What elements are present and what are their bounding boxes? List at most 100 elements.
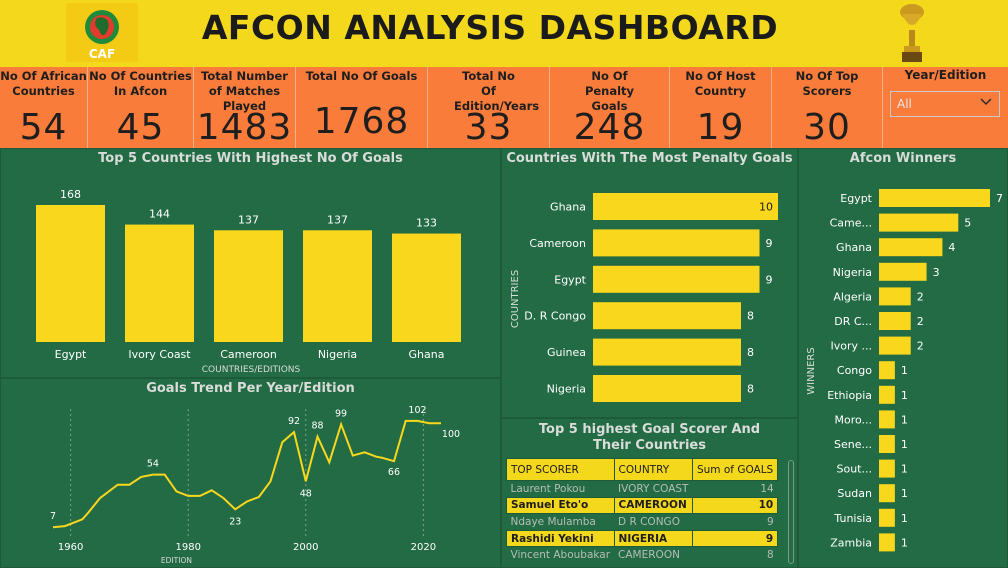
kpi-value: 33 [464, 107, 513, 148]
data-label: 1 [901, 463, 908, 476]
table-row[interactable]: Ndaye Mulamba D R CONGO 9 [507, 514, 778, 531]
bar [879, 312, 911, 330]
kpi-matches-played: Total Number of Matches Played 1483 [194, 67, 296, 148]
category-label: Nigeria [547, 383, 586, 396]
kpi-value: 19 [696, 107, 745, 148]
category-label: Cameroon [529, 237, 586, 250]
bar [879, 385, 895, 404]
column-header-country[interactable]: COUNTRY [613, 458, 693, 481]
caf-logo: CAF [66, 3, 138, 62]
top-scorers-table: TOP SCORER COUNTRY Sum of GOALS Laurent … [506, 458, 779, 564]
table-title: Top 5 highest Goal Scorer And Their Coun… [538, 422, 761, 453]
bar [879, 533, 895, 552]
category-label: Sout... [837, 463, 873, 476]
category-label: Ghana [409, 348, 445, 361]
kpi-total-goals: Total No Of Goals 1768 [296, 67, 428, 148]
kpi-penalty-goals: No Of Penalty Goals 248 [550, 67, 670, 148]
data-label: 2 [917, 290, 924, 303]
bar [879, 336, 911, 355]
data-label: 102 [408, 405, 426, 416]
bar [879, 213, 959, 232]
category-label: Egypt [55, 348, 87, 361]
category-label: Tunisia [833, 512, 872, 525]
cell-goals: 9 [767, 515, 774, 528]
category-label: Egypt [840, 192, 872, 205]
category-label: Ghana [550, 201, 586, 214]
category-label: Sudan [837, 487, 872, 500]
table-row[interactable]: Samuel Eto'o CAMEROON 10 [506, 496, 779, 515]
kpi-label: No Of African Countries [0, 69, 87, 98]
category-label: Ethiopia [827, 389, 872, 402]
data-label: 1 [901, 438, 908, 451]
table-row[interactable]: Laurent Pokou IVORY COAST 14 [507, 481, 778, 498]
cell-goals: 14 [760, 482, 774, 495]
table-row[interactable]: Vincent Aboubakar CAMEROON 8 [507, 547, 778, 564]
bar [593, 302, 741, 330]
top5-goals-chart: 168 Egypt 144 Ivory Coast 137 Cameroon 137 Nige… [36, 188, 461, 375]
bar [125, 224, 194, 342]
chevron-down-icon[interactable] [979, 95, 993, 112]
x-tick-label: 2020 [411, 542, 436, 553]
kpi-label: Total Number of Matches Played [201, 69, 288, 113]
bar [879, 459, 895, 478]
table-row[interactable]: Rashidi Yekini NIGERIA 9 [506, 529, 779, 548]
top5-goals-panel: Top 5 Countries With Highest No Of Goals… [0, 148, 501, 378]
data-label: 8 [747, 310, 754, 323]
cell-country: CAMEROON [618, 549, 680, 562]
table-scrollbar[interactable] [788, 460, 794, 564]
x-tick-label: 1980 [175, 542, 200, 553]
cell-scorer: Samuel Eto'o [506, 496, 615, 515]
x-tick-label: 1960 [58, 542, 83, 553]
category-label: Nigeria [833, 266, 872, 279]
data-label: 1 [901, 364, 908, 377]
bar [593, 375, 741, 402]
cell-goals: 8 [767, 549, 774, 562]
kpi-label: No Of Countries In Afcon [89, 69, 192, 98]
data-label: 10 [759, 201, 773, 214]
data-label: 8 [747, 346, 754, 359]
cell-goals: 9 [691, 529, 779, 548]
penalty-goals-chart: Ghana 10 Cameroon 9 Egypt 9 D. R Congo 8 Guinea 8… [510, 193, 778, 402]
category-label: Algeria [833, 290, 872, 303]
cell-country: NIGERIA [613, 529, 693, 548]
bar [879, 484, 895, 503]
data-label: 8 [747, 383, 754, 396]
penalty-goals-panel: Countries With The Most Penalty Goals Gh… [501, 148, 798, 418]
category-label: Zambia [830, 536, 872, 549]
kpi-editions: Total No Of Edition/Years 33 [428, 67, 550, 148]
data-label: 3 [933, 266, 940, 279]
chart-title: Countries With The Most Penalty Goals [506, 151, 793, 166]
data-label: 66 [388, 467, 400, 478]
cell-goals: 10 [691, 496, 779, 515]
column-header-top-scorer[interactable]: TOP SCORER [506, 458, 615, 481]
data-label: 7 [996, 192, 1003, 205]
bar [214, 230, 283, 342]
cell-scorer: Laurent Pokou [510, 482, 586, 495]
category-label: Sene... [834, 438, 872, 451]
x-axis-title: EDITION [161, 556, 192, 565]
data-label: 9 [766, 237, 773, 250]
bar [879, 361, 895, 380]
bar [36, 205, 105, 342]
data-label: 4 [948, 241, 955, 254]
category-label: DR C... [834, 315, 872, 328]
bar [392, 233, 461, 342]
bar [879, 262, 927, 281]
data-label: 48 [300, 488, 312, 499]
bar [593, 338, 741, 366]
year-edition-dropdown[interactable]: All [890, 91, 1000, 117]
bar [879, 238, 943, 257]
category-label: Guinea [547, 346, 586, 359]
data-label: 99 [335, 408, 347, 419]
dashboard-header [0, 0, 1008, 67]
column-header-goals[interactable]: Sum of GOALS [691, 458, 779, 481]
kpi-value: 54 [19, 107, 68, 148]
data-label: 2 [917, 340, 924, 353]
bar [593, 229, 760, 257]
category-label: Congo [837, 364, 872, 377]
dashboard-title: AFCON ANALYSIS DASHBOARD [201, 8, 779, 47]
category-label: Nigeria [318, 348, 357, 361]
data-label: 54 [147, 459, 159, 470]
data-label: 1 [901, 413, 908, 426]
goals-trend-panel: Goals Trend Per Year/Edition 1960 1980 200… [0, 378, 501, 568]
